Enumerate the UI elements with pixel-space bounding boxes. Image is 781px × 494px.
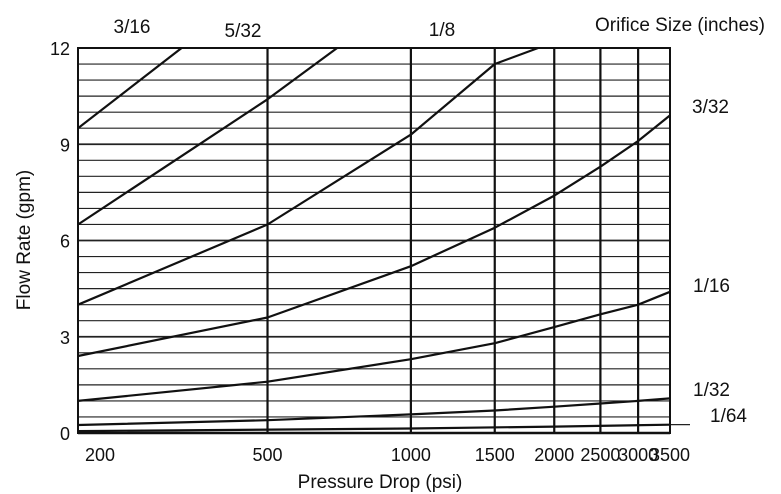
x-tick-label: 3500 [650, 445, 690, 465]
y-tick-label: 6 [60, 232, 70, 252]
y-tick-label: 3 [60, 328, 70, 348]
series-line-3-32 [77, 114, 671, 358]
x-tick-label: 3000 [618, 445, 658, 465]
y-tick-label: 9 [60, 135, 70, 155]
y-axis-label: Flow Rate (gpm) [14, 170, 35, 310]
series-line-1-8 [77, 46, 539, 306]
x-tick-label: 2500 [580, 445, 620, 465]
series-label-1-16: 1/16 [693, 276, 730, 297]
series-label-1-8: 1/8 [429, 20, 455, 41]
y-tick-label: 12 [50, 39, 70, 59]
y-tick-label: 0 [60, 424, 70, 444]
x-tick-label: 500 [252, 445, 282, 465]
series-label-1-64: 1/64 [710, 406, 747, 427]
series-line-3-16 [77, 47, 183, 130]
x-tick-label: 200 [85, 445, 115, 465]
series-line-1-16 [77, 290, 671, 402]
series-label-3-16: 3/16 [114, 17, 151, 38]
series-label-5-32: 5/32 [225, 21, 262, 42]
series-line-5-32 [77, 47, 338, 226]
series-label-3-32: 3/32 [692, 97, 729, 118]
grid [77, 47, 690, 435]
curves [77, 46, 671, 433]
x-tick-label: 1000 [391, 445, 431, 465]
series-line-1-32 [77, 397, 671, 427]
x-tick-label: 2000 [534, 445, 574, 465]
series-line-1-64 [77, 423, 671, 433]
x-axis-label: Pressure Drop (psi) [298, 472, 463, 493]
series-label-1-32: 1/32 [693, 380, 730, 401]
legend-title: Orifice Size (inches) [595, 15, 765, 36]
x-tick-label: 1500 [475, 445, 515, 465]
